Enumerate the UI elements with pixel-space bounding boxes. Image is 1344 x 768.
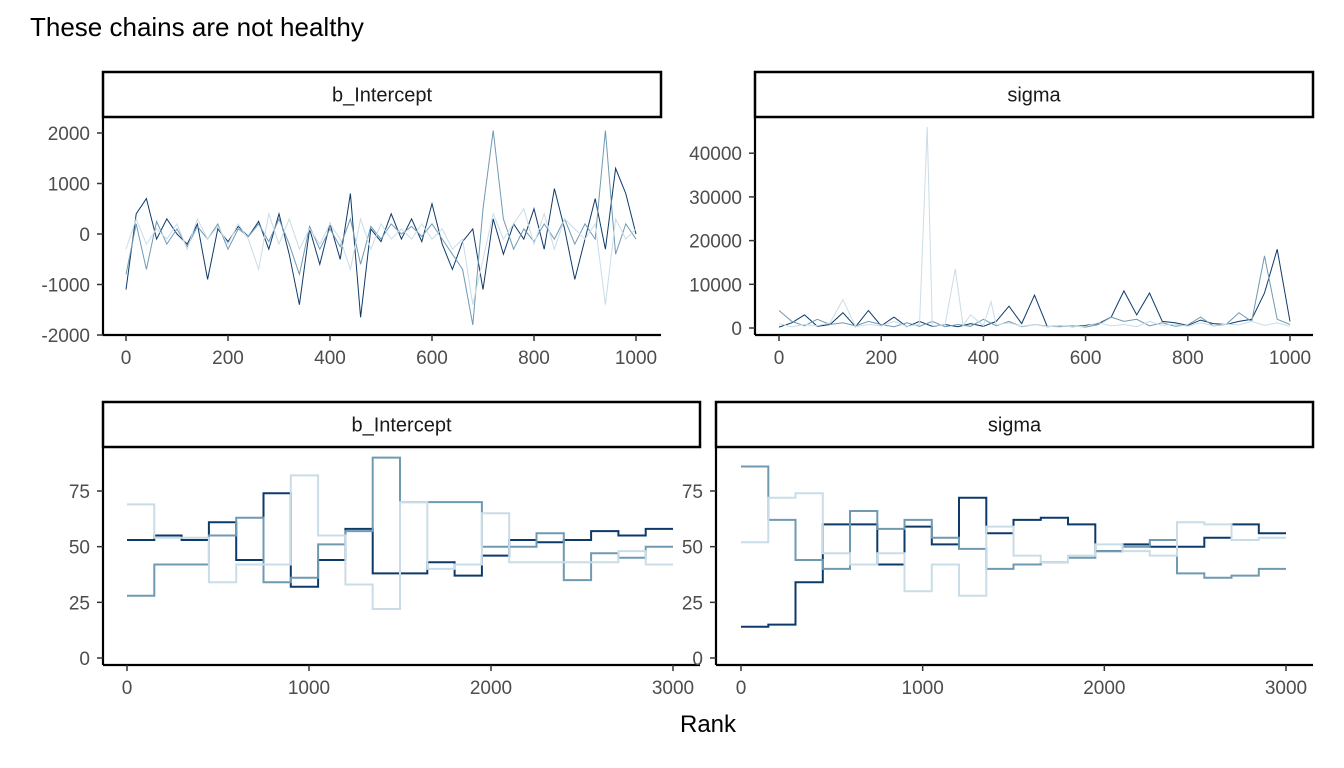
strip-label: sigma — [1007, 85, 1061, 107]
x-tick-label: 400 — [968, 348, 1000, 369]
y-tick-label: 1000 — [48, 175, 90, 196]
y-tick-label: 25 — [69, 593, 90, 614]
series-group — [125, 130, 637, 325]
strip-label: b_Intercept — [351, 415, 452, 437]
x-tick-label: 2000 — [1083, 678, 1125, 699]
strip-label: b_Intercept — [332, 85, 433, 107]
series-group — [127, 456, 673, 610]
strip-box — [753, 70, 1315, 119]
strip-box — [101, 70, 663, 119]
y-tick-label: 10000 — [689, 275, 742, 296]
series-line-chain-2 — [127, 456, 673, 597]
x-tick-label: 1000 — [902, 678, 944, 699]
series-line-chain-3 — [127, 474, 673, 610]
x-tick-label: 0 — [774, 348, 785, 369]
x-tick-label: 200 — [865, 348, 897, 369]
x-tick-label: 1000 — [288, 678, 330, 699]
series-line-chain-2 — [778, 255, 1291, 328]
series-line-chain-2 — [741, 465, 1286, 579]
series-group — [741, 465, 1286, 628]
y-tick-label: 20000 — [689, 232, 742, 253]
y-tick-label: 30000 — [689, 188, 742, 209]
x-tick-label: 1000 — [1269, 348, 1311, 369]
series-line-chain-3 — [741, 492, 1286, 597]
panel-bottom-left: b_Intercept 0 1000 2000 3000 0 25 50 75 — [69, 400, 702, 699]
series-line-chain-3 — [125, 207, 637, 305]
strip-box — [101, 400, 702, 449]
y-tick-label: 50 — [682, 538, 703, 559]
y-tick-label: -2000 — [41, 326, 90, 347]
y-tick-label: 0 — [79, 225, 90, 246]
series-line-chain-2 — [125, 130, 637, 325]
series-group — [778, 126, 1291, 328]
series-line-chain-1 — [125, 166, 637, 318]
x-tick-label: 3000 — [1265, 678, 1307, 699]
x-tick-label: 2000 — [470, 678, 512, 699]
x-tick-label: 3000 — [652, 678, 694, 699]
x-tick-label: 600 — [416, 348, 448, 369]
y-tick-label: 25 — [682, 593, 703, 614]
x-tick-label: 800 — [518, 348, 550, 369]
series-line-chain-1 — [778, 249, 1291, 328]
y-tick-label: 50 — [69, 538, 90, 559]
y-tick-label: 75 — [69, 482, 90, 503]
x-tick-label: 200 — [212, 348, 244, 369]
x-tick-label: 600 — [1070, 348, 1102, 369]
x-tick-label: 0 — [122, 678, 133, 699]
strip-label: sigma — [988, 415, 1042, 437]
y-tick-label: 0 — [692, 649, 703, 670]
chart-title: These chains are not healthy — [30, 12, 364, 42]
y-tick-label: 2000 — [48, 124, 90, 145]
y-tick-label: 0 — [79, 649, 90, 670]
y-tick-label: 0 — [731, 319, 742, 340]
y-tick-label: 75 — [682, 482, 703, 503]
panel-bottom-right: sigma 0 1000 2000 3000 0 25 50 75 — [682, 400, 1315, 699]
panel-top-left: b_Intercept 0 200 400 600 800 1000 -2000 -1000 0 1… — [41, 70, 663, 369]
y-tick-label: 40000 — [689, 144, 742, 165]
x-axis-title: Rank — [680, 711, 737, 738]
x-tick-label: 800 — [1172, 348, 1204, 369]
x-tick-label: 400 — [314, 348, 346, 369]
x-tick-label: 0 — [121, 348, 132, 369]
x-tick-label: 0 — [736, 678, 747, 699]
strip-box — [714, 400, 1315, 449]
y-tick-label: -1000 — [41, 276, 90, 297]
series-line-chain-3 — [778, 126, 1291, 328]
x-tick-label: 1000 — [615, 348, 657, 369]
